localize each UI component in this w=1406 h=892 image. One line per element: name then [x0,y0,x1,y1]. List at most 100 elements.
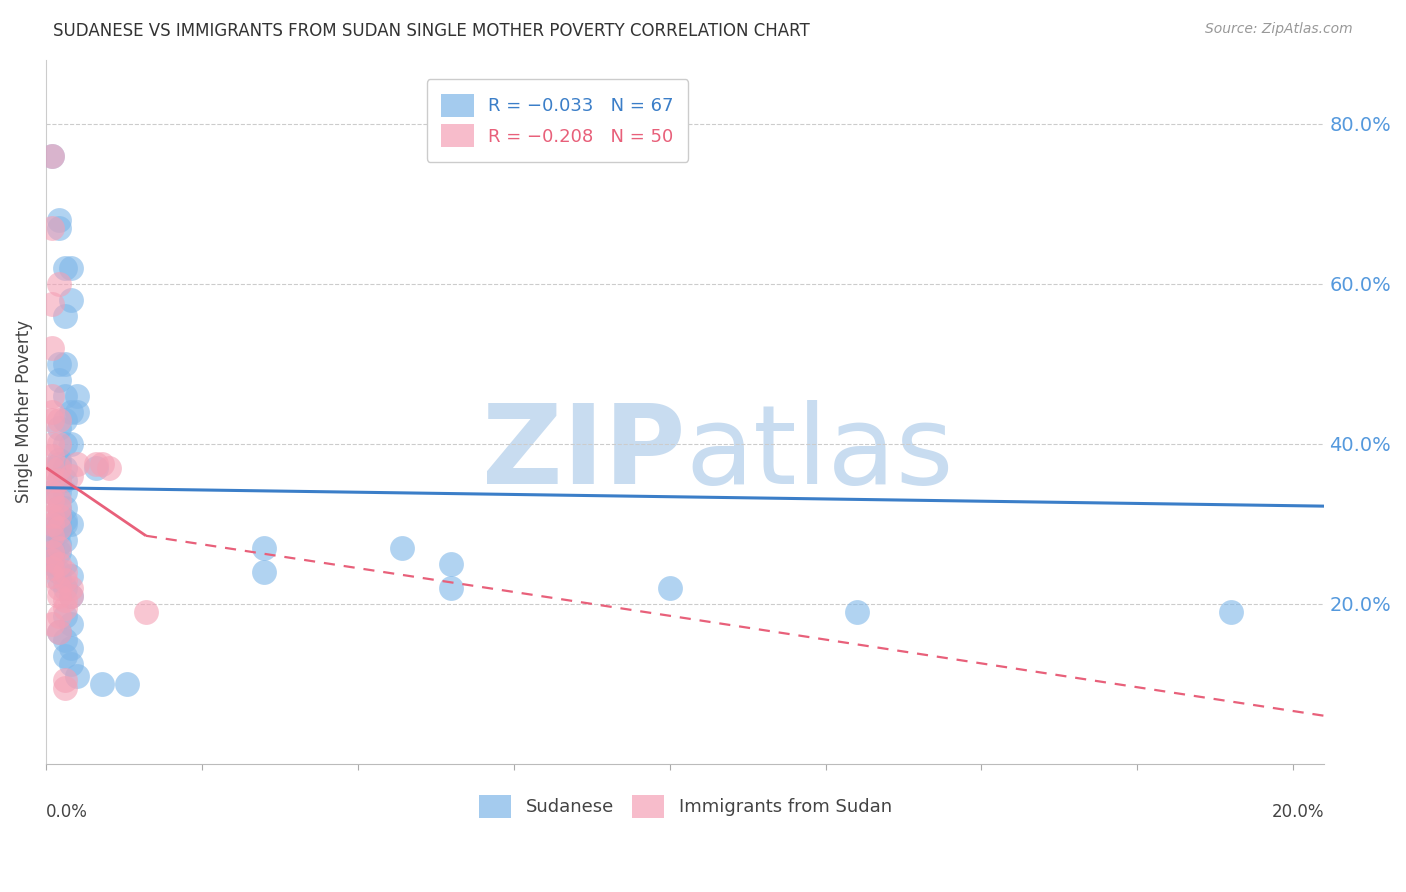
Point [41,492,63,507]
Point [48,624,70,639]
Point [48,537,70,551]
Point [48,541,70,555]
Point [41,449,63,463]
Point [66,669,89,683]
Point [84,460,107,475]
Point [253,541,276,555]
Point [53,357,76,371]
Point [48,457,70,471]
Point [53,436,76,450]
Point [48,484,70,499]
Point [41,616,63,631]
Point [48,436,70,450]
Point [41,557,63,571]
Point [41,484,63,499]
Point [1219,605,1241,619]
Point [41,148,63,162]
Point [658,581,681,595]
Point [48,557,70,571]
Point [60,657,83,671]
Point [41,541,63,555]
Point [48,545,70,559]
Point [135,605,157,619]
Point [66,405,89,419]
Point [53,581,76,595]
Point [91,677,114,691]
Point [53,460,76,475]
Point [48,413,70,427]
Point [48,565,70,579]
Point [41,516,63,531]
Point [53,309,76,323]
Point [48,608,70,623]
Point [53,673,76,687]
Point [41,553,63,567]
Point [60,516,83,531]
Point [48,500,70,515]
Point [48,421,70,435]
Point [53,516,76,531]
Point [53,600,76,615]
Point [53,513,76,527]
Legend: Sudanese, Immigrants from Sudan: Sudanese, Immigrants from Sudan [471,788,900,825]
Point [60,405,83,419]
Text: 0.0%: 0.0% [46,803,89,821]
Point [41,568,63,582]
Point [53,500,76,515]
Point [41,561,63,575]
Point [53,484,76,499]
Point [440,581,463,595]
Point [41,405,63,419]
Point [66,389,89,403]
Point [253,565,276,579]
Point [41,529,63,543]
Point [53,632,76,647]
Point [48,508,70,523]
Point [53,473,76,487]
Point [53,681,76,695]
Point [66,457,89,471]
Point [48,492,70,507]
Point [60,589,83,603]
Point [48,524,70,539]
Point [91,457,114,471]
Point [41,413,63,427]
Point [48,473,70,487]
Point [53,557,76,571]
Point [48,581,70,595]
Text: ZIP: ZIP [482,401,685,508]
Point [41,473,63,487]
Point [60,293,83,307]
Point [41,460,63,475]
Point [48,277,70,291]
Point [53,573,76,587]
Point [117,677,139,691]
Point [41,529,63,543]
Point [48,508,70,523]
Point [48,212,70,227]
Point [48,220,70,235]
Point [41,545,63,559]
Point [53,648,76,663]
Text: 20.0%: 20.0% [1272,803,1324,821]
Point [48,473,70,487]
Point [41,389,63,403]
Point [48,516,70,531]
Point [60,589,83,603]
Point [53,565,76,579]
Point [60,568,83,582]
Point [48,373,70,387]
Point [41,484,63,499]
Point [53,413,76,427]
Point [97,460,120,475]
Point [41,148,63,162]
Point [53,592,76,607]
Point [53,389,76,403]
Point [60,260,83,275]
Point [60,436,83,450]
Point [41,549,63,563]
Text: atlas: atlas [685,401,953,508]
Point [41,436,63,450]
Point [391,541,413,555]
Point [84,457,107,471]
